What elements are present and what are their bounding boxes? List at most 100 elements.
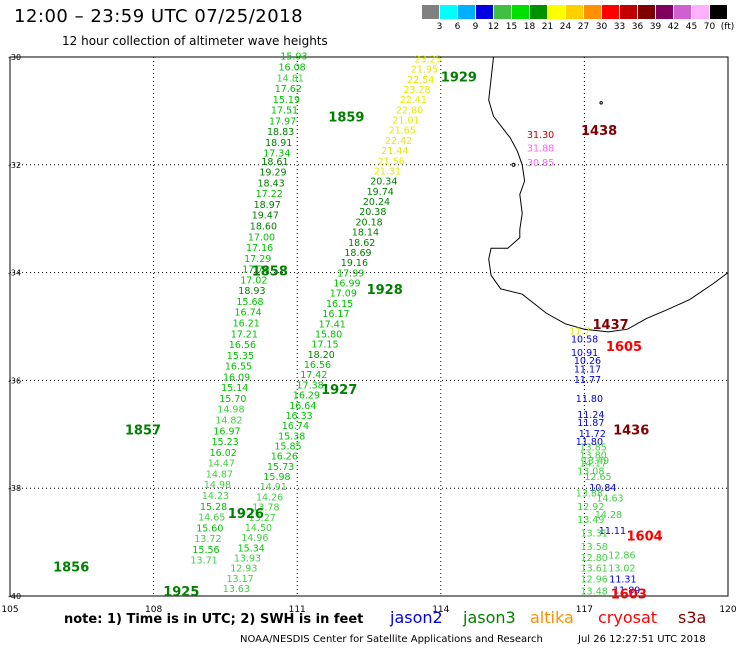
scale-label: 15 — [505, 22, 518, 32]
wave-height-value: 15.98 — [263, 472, 290, 483]
wave-height-value: 17.34 — [263, 149, 290, 160]
satellite-legend-altika: altika — [530, 608, 574, 627]
wave-height-value: 13.80 — [580, 451, 607, 462]
wave-height-value: 17.15 — [311, 340, 338, 351]
wave-height-value: 11.31 — [609, 575, 636, 586]
y-tick-label: -32 — [8, 161, 21, 170]
wave-height-value: 14.50 — [245, 523, 272, 534]
wave-height-value: 16.56 — [304, 360, 331, 371]
wave-height-value: 17.78 — [242, 265, 269, 276]
x-tick-label: 111 — [289, 605, 306, 615]
wave-height-value: 11.87 — [577, 418, 604, 429]
wave-height-value: 21.56 — [378, 156, 405, 167]
wave-height-value: 15.19 — [273, 95, 300, 106]
wave-height-value: 15.70 — [219, 394, 246, 405]
wave-height-value: 17.16 — [246, 243, 273, 254]
wave-height-value: 17.38 — [297, 380, 324, 391]
wave-height-value: 31.30 — [527, 130, 554, 141]
wave-height-value: 18.69 — [344, 248, 371, 259]
wave-height-value: 18.93 — [238, 286, 265, 297]
wave-height-value: 11.11 — [599, 526, 626, 537]
rottnest-island — [511, 162, 516, 167]
wave-height-value: 15.73 — [267, 462, 294, 473]
track-time-label: 1927 — [321, 383, 357, 398]
wave-height-value: 11.80 — [576, 437, 603, 448]
x-tick-label: 120 — [719, 605, 736, 615]
wave-height-value: 14.96 — [241, 533, 268, 544]
wave-height-value: 16.99 — [333, 279, 360, 290]
wave-height-value: 16.74 — [235, 308, 262, 319]
scale-label: 27 — [577, 22, 590, 32]
scale-swatch — [440, 5, 457, 19]
scale-swatch — [710, 5, 727, 19]
track-time-label: 1605 — [606, 340, 642, 355]
wave-height-value: 22.80 — [396, 105, 423, 116]
wave-height-value: 18.60 — [250, 222, 277, 233]
wave-height-value: 15.35 — [227, 351, 254, 362]
wave-height-value: 11.17 — [574, 364, 601, 375]
wave-height-value: 23.25 — [415, 54, 442, 65]
wave-height-value: 16.26 — [271, 452, 298, 463]
scale-swatch — [656, 5, 673, 19]
wave-height-value: 19.16 — [341, 258, 368, 269]
wave-height-value: 16.74 — [282, 421, 309, 432]
wave-height-value: 17.97 — [269, 116, 296, 127]
wave-height-value: 16.29 — [293, 391, 320, 402]
y-tick-label: -36 — [8, 376, 21, 385]
wave-height-value: 22.54 — [407, 75, 434, 86]
scale-label: 45 — [685, 22, 698, 32]
wave-height-value: 15.60 — [196, 523, 223, 534]
track-time-label: 1603 — [611, 588, 647, 603]
y-tick-label: -40 — [8, 592, 21, 601]
wave-height-value: 10.91 — [571, 348, 598, 359]
wave-height-value: 13.93 — [234, 554, 261, 565]
wave-height-value: 14.98 — [204, 480, 231, 491]
scale-swatch — [638, 5, 655, 19]
track-time-label: 1859 — [328, 111, 364, 126]
scale-label: 70 — [703, 22, 716, 32]
scale-swatch — [620, 5, 637, 19]
scale-swatch — [476, 5, 493, 19]
scale-label: 3 — [436, 22, 443, 32]
scale-label: 30 — [595, 22, 608, 32]
wave-height-value: 16.02 — [210, 448, 237, 459]
wave-height-value: 12.65 — [584, 472, 611, 483]
wave-height-value: 10.58 — [571, 335, 598, 346]
x-tick-label: 105 — [1, 605, 18, 615]
track-time-label: 1437 — [593, 318, 629, 333]
wave-height-value: 15.85 — [274, 442, 301, 453]
wave-height-value: 13.88 — [576, 488, 603, 499]
wave-height-value: 13.71 — [191, 556, 218, 567]
scale-swatch — [674, 5, 691, 19]
wave-height-value: 13.63 — [223, 584, 250, 595]
wave-height-value: 13.78 — [252, 503, 279, 514]
wave-height-value: 18.14 — [352, 228, 379, 239]
wave-height-value: 15.38 — [278, 431, 305, 442]
scale-label: 12 — [487, 22, 500, 32]
wave-height-value: 16.55 — [225, 362, 252, 373]
wave-height-value: 16.17 — [322, 309, 349, 320]
scale-swatch — [530, 5, 547, 19]
wave-height-value: 15.80 — [315, 329, 342, 340]
wave-height-value: 31.88 — [527, 143, 554, 154]
wave-height-value: 14.81 — [277, 73, 304, 84]
wave-height-value: 23.28 — [403, 85, 430, 96]
wave-height-value: 18.83 — [267, 127, 294, 138]
satellite-legend-cryosat: cryosat — [598, 608, 658, 627]
wave-height-value: 18.62 — [348, 238, 375, 249]
wave-height-value: 17.02 — [240, 275, 267, 286]
wave-height-value: 14.26 — [256, 492, 283, 503]
wave-height-value: 22.41 — [400, 95, 427, 106]
wave-height-value: 13.85 — [580, 443, 607, 454]
wave-height-value: 15.23 — [212, 437, 239, 448]
wave-height-value: 15.34 — [238, 543, 265, 554]
wave-height-value: 14.47 — [208, 459, 235, 470]
x-tick-label: 108 — [145, 605, 162, 615]
wave-height-value: 12.92 — [577, 502, 604, 513]
scale-label: 21 — [541, 22, 554, 32]
wave-height-value: 21.31 — [374, 166, 401, 177]
wave-height-value: 14.63 — [596, 494, 623, 505]
wave-height-value: 13.61 — [581, 564, 608, 575]
wave-height-value: 18.91 — [265, 138, 292, 149]
footer-note: note: 1) Time is in UTC; 2) SWH is in fe… — [64, 612, 364, 627]
